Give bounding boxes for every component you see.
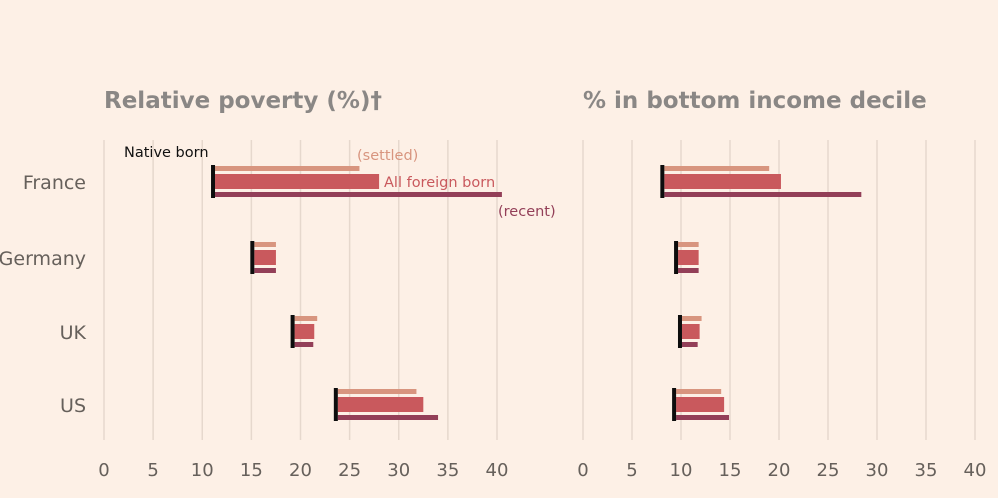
marker-native-born: [674, 241, 679, 274]
bar-all-foreign-born: [678, 250, 699, 265]
category-label-france: France: [23, 172, 86, 194]
x-tick-label: 35: [436, 460, 459, 481]
bar-recent: [294, 342, 314, 347]
x-tick-label: 20: [289, 460, 312, 481]
x-tick-label: 25: [817, 460, 840, 481]
bar-recent: [215, 192, 502, 197]
bar-all-foreign-born: [664, 174, 781, 189]
x-tick-label: 30: [866, 460, 889, 481]
marker-native-born: [290, 315, 295, 348]
x-tick-label: 5: [626, 460, 637, 481]
bar-recent: [678, 268, 699, 273]
x-tick-label: 25: [338, 460, 361, 481]
x-tick-label: 5: [147, 460, 158, 481]
bar-all-foreign-born: [337, 397, 424, 412]
category-label-us: US: [60, 395, 86, 417]
x-tick-label: 40: [486, 460, 509, 481]
bar-all-foreign-born: [254, 250, 276, 265]
bar-settled: [678, 242, 699, 247]
marker-native-born: [211, 165, 216, 198]
bar-settled: [681, 316, 702, 321]
marker-native-born: [250, 241, 255, 274]
bar-all-foreign-born: [294, 324, 315, 339]
bar-recent: [676, 415, 730, 420]
x-tick-label: 15: [719, 460, 742, 481]
bar-settled: [215, 166, 360, 171]
x-tick-label: 0: [98, 460, 109, 481]
marker-native-born: [677, 315, 682, 348]
x-tick-label: 0: [577, 460, 588, 481]
x-tick-label: 20: [768, 460, 791, 481]
left-panel-title: Relative poverty (%)†: [104, 88, 382, 114]
label-all-foreign-born: All foreign born: [384, 175, 495, 191]
bar-all-foreign-born: [676, 397, 725, 412]
bar-settled: [294, 316, 318, 321]
bar-recent: [664, 192, 862, 197]
bar-settled: [254, 242, 276, 247]
category-label-uk: UK: [60, 322, 87, 344]
bar-settled: [676, 389, 722, 394]
bar-recent: [337, 415, 439, 420]
category-label-germany: Germany: [0, 248, 86, 270]
bar-recent: [254, 268, 276, 273]
label-settled: (settled): [357, 148, 418, 164]
x-tick-label: 35: [915, 460, 938, 481]
bar-settled: [664, 166, 770, 171]
bar-recent: [681, 342, 698, 347]
x-tick-label: 10: [670, 460, 693, 481]
bar-all-foreign-born: [681, 324, 700, 339]
bar-all-foreign-born: [215, 174, 380, 189]
label-recent: (recent): [498, 204, 556, 220]
label-native-born: Native born: [124, 145, 209, 161]
x-tick-label: 40: [964, 460, 987, 481]
marker-native-born: [660, 165, 665, 198]
bar-settled: [337, 389, 417, 394]
marker-native-born: [333, 388, 338, 421]
right-panel-title: % in bottom income decile: [583, 88, 927, 114]
x-tick-label: 10: [191, 460, 214, 481]
x-tick-label: 30: [387, 460, 410, 481]
marker-native-born: [672, 388, 677, 421]
x-tick-label: 15: [240, 460, 263, 481]
